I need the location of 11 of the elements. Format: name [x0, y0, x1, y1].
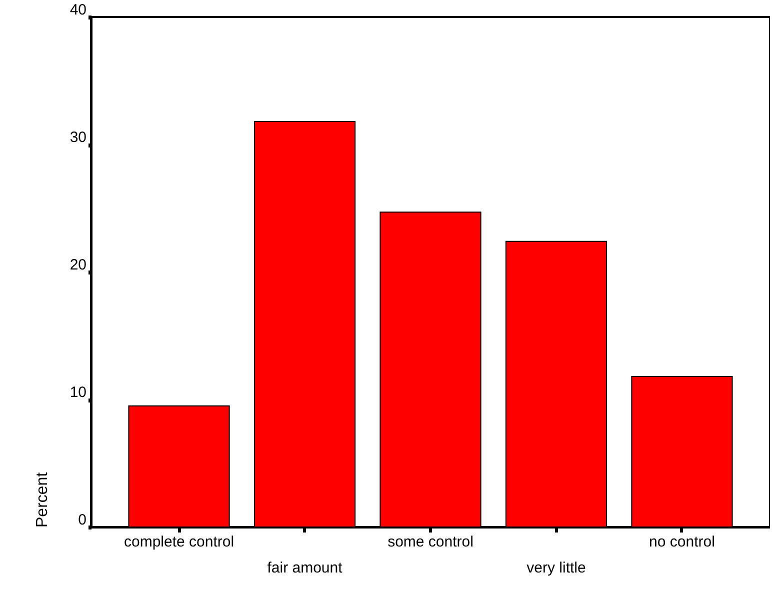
x-tick-label: some control: [388, 534, 474, 550]
y-tick-label: 30: [70, 129, 86, 146]
y-tick-label: 10: [70, 384, 86, 401]
x-tick-label: very little: [526, 560, 586, 576]
y-tick-label: 20: [70, 256, 86, 274]
x-tick-label: no control: [649, 534, 715, 550]
y-tick-label: 40: [70, 2, 86, 18]
x-tick-label: fair amount: [267, 560, 344, 576]
y-axis-title: Percent: [34, 472, 51, 528]
y-tick-label: 0: [78, 512, 86, 528]
x-tick-label: complete control: [124, 534, 234, 550]
